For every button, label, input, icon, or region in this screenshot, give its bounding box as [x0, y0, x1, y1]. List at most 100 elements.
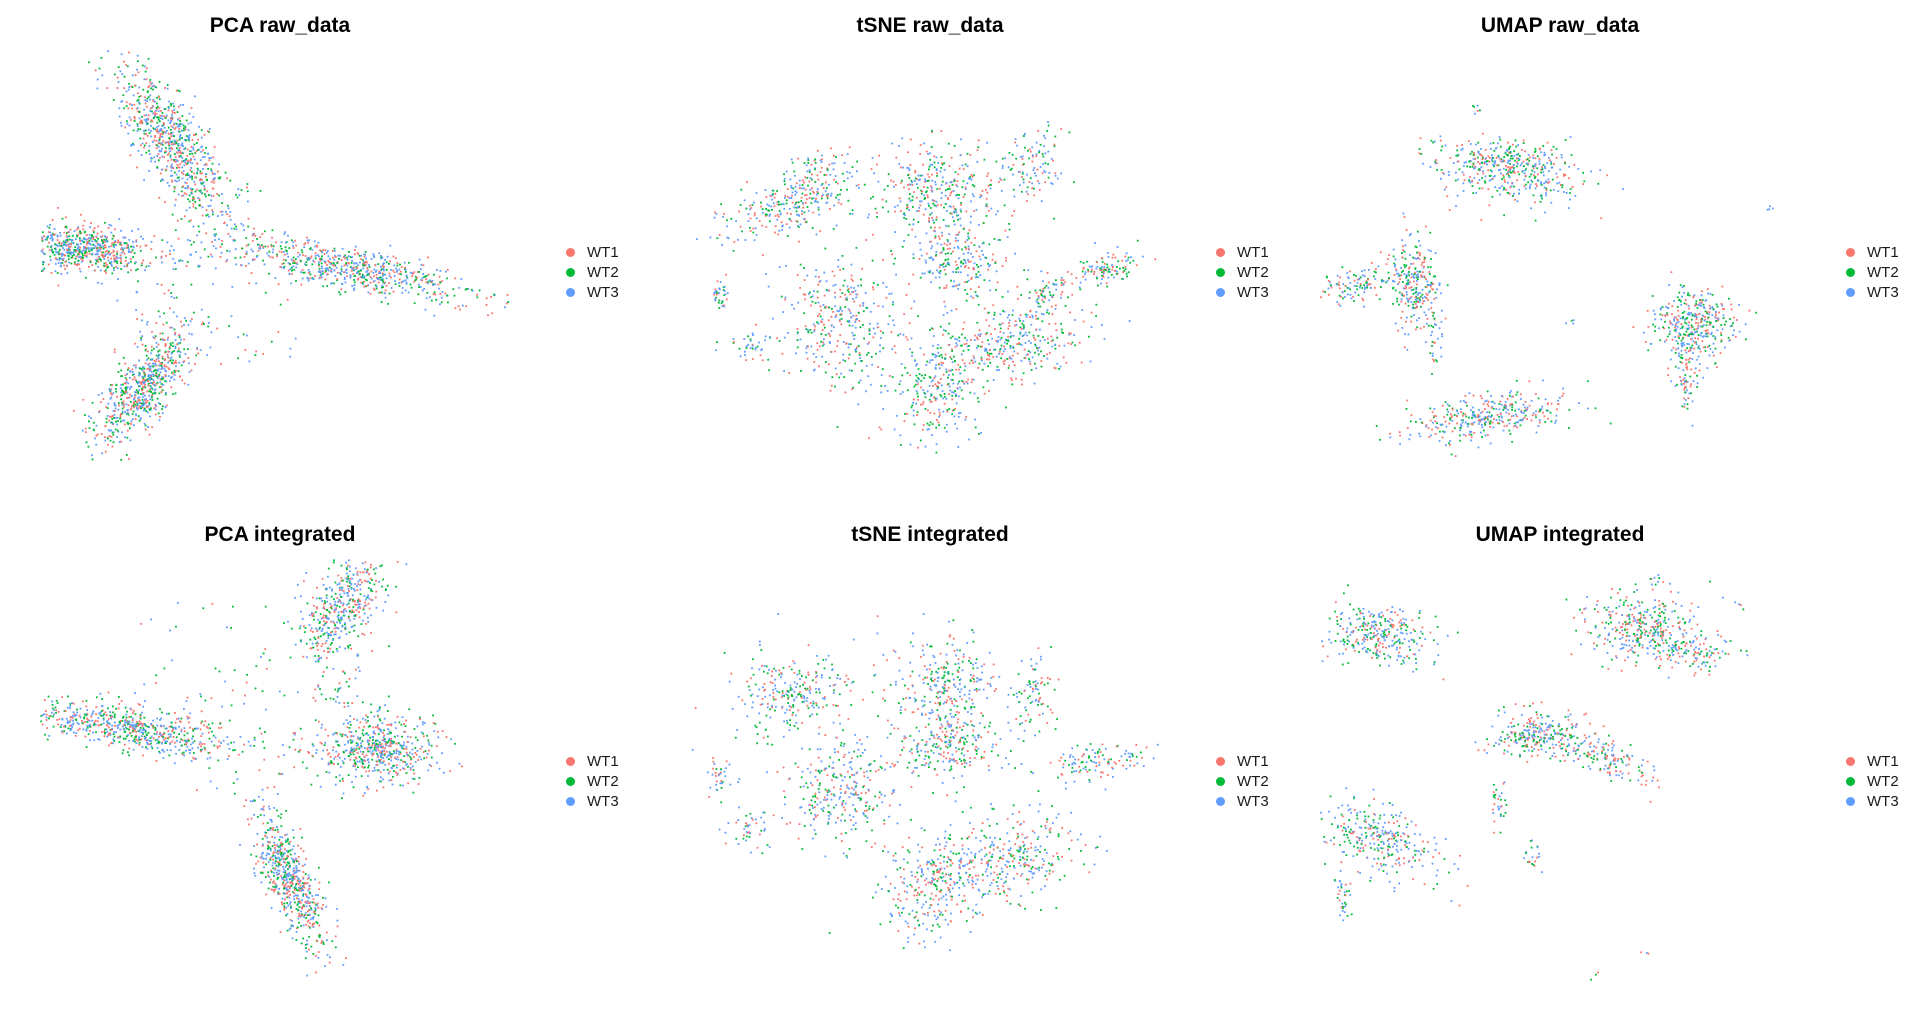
point-wt1: [94, 269, 96, 272]
point-wt2: [339, 293, 342, 296]
point-wt2: [190, 283, 193, 286]
point-wt3: [790, 186, 793, 189]
point-wt1: [156, 108, 158, 110]
point-wt1: [125, 64, 128, 66]
point-wt2: [111, 418, 114, 420]
point-wt2: [156, 105, 159, 108]
point-wt2: [1101, 274, 1103, 277]
point-wt1: [943, 262, 945, 265]
point-wt3: [995, 213, 997, 216]
point-wt2: [1048, 312, 1050, 315]
point-wt3: [783, 177, 786, 180]
point-wt2: [1043, 355, 1045, 357]
point-wt2: [951, 350, 953, 352]
point-wt1: [811, 187, 813, 190]
point-wt2: [156, 375, 159, 378]
point-wt3: [128, 124, 131, 127]
point-wt1: [758, 220, 761, 222]
point-wt2: [721, 300, 724, 303]
point-wt1: [936, 204, 939, 206]
point-wt3: [923, 272, 926, 275]
point-wt3: [136, 402, 139, 405]
point-wt3: [837, 265, 840, 268]
point-wt3: [226, 224, 228, 227]
point-wt1: [1114, 256, 1117, 259]
point-wt1: [927, 173, 929, 176]
point-wt3: [317, 241, 320, 244]
point-wt1: [142, 259, 145, 262]
point-wt1: [119, 260, 122, 263]
point-wt3: [855, 318, 858, 321]
point-wt2: [175, 142, 178, 144]
point-wt3: [145, 405, 148, 407]
point-wt1: [144, 96, 146, 99]
point-wt3: [124, 411, 126, 413]
point-wt1: [459, 308, 461, 311]
point-wt1: [823, 294, 826, 297]
point-wt3: [724, 293, 727, 296]
point-wt3: [914, 360, 916, 362]
point-wt1: [259, 245, 262, 248]
point-wt1: [425, 281, 428, 284]
point-wt3: [420, 279, 423, 281]
point-wt2: [955, 395, 957, 397]
point-wt2: [1530, 173, 1533, 176]
point-wt1: [1105, 282, 1108, 285]
point-wt3: [432, 284, 434, 286]
point-wt1: [964, 186, 967, 189]
point-wt2: [919, 439, 922, 442]
point-wt3: [871, 363, 874, 366]
point-wt2: [953, 355, 955, 358]
legend-item-wt2: WT2: [1216, 262, 1269, 282]
point-wt2: [320, 262, 323, 265]
point-wt3: [1029, 351, 1032, 354]
point-wt3: [182, 194, 185, 197]
point-wt3: [835, 224, 838, 227]
point-wt2: [887, 210, 890, 213]
point-wt3: [934, 356, 937, 359]
point-wt1: [196, 162, 199, 165]
point-wt3: [188, 206, 191, 209]
point-wt1: [73, 409, 75, 412]
point-wt3: [958, 412, 960, 415]
point-wt1: [385, 284, 388, 287]
point-wt3: [851, 175, 853, 178]
point-wt2: [777, 200, 780, 203]
point-wt1: [930, 240, 932, 243]
point-wt3: [141, 319, 143, 322]
point-wt3: [297, 255, 300, 258]
point-wt3: [904, 214, 906, 216]
point-wt3: [126, 122, 129, 125]
point-wt2: [186, 162, 189, 165]
point-wt3: [1009, 347, 1012, 349]
point-wt1: [929, 412, 932, 414]
point-wt2: [1021, 172, 1024, 175]
point-wt1: [142, 386, 144, 388]
scatter-plot-area: [696, 121, 1157, 454]
point-wt1: [377, 281, 380, 284]
point-wt1: [157, 343, 160, 346]
point-wt2: [962, 350, 965, 352]
point-wt3: [272, 248, 275, 251]
point-wt2: [146, 378, 149, 381]
point-wt3: [888, 293, 891, 295]
point-wt2: [933, 166, 936, 169]
point-wt2: [871, 259, 874, 262]
point-wt3: [928, 428, 930, 431]
point-wt2: [979, 345, 982, 348]
point-wt2: [140, 368, 143, 370]
point-wt1: [761, 254, 764, 256]
point-wt1: [801, 179, 804, 182]
point-wt3: [998, 352, 1000, 355]
point-wt1: [958, 231, 961, 234]
point-wt2: [328, 266, 331, 269]
point-wt3: [1025, 353, 1028, 356]
point-wt1: [979, 335, 981, 337]
point-wt1: [716, 280, 719, 283]
point-wt3: [126, 409, 129, 412]
point-wt3: [1003, 310, 1006, 313]
point-wt3: [999, 313, 1002, 316]
point-wt3: [149, 378, 151, 380]
point-wt3: [250, 248, 253, 251]
point-wt1: [198, 198, 201, 201]
